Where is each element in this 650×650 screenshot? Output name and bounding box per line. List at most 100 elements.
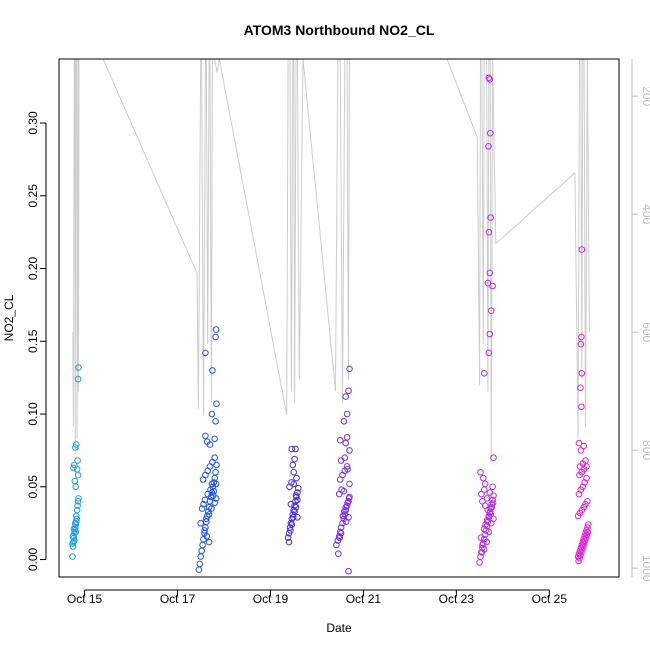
data-point: [291, 508, 298, 515]
data-point: [343, 463, 351, 470]
data-point: [287, 500, 295, 508]
data-point: [293, 474, 300, 482]
data-point: [582, 457, 589, 464]
data-point: [288, 445, 296, 453]
data-point: [340, 487, 348, 495]
data-point: [72, 528, 79, 536]
data-point: [72, 519, 79, 527]
data-point: [477, 553, 484, 560]
data-point: [486, 76, 494, 83]
data-point: [575, 439, 583, 447]
data-point: [290, 480, 298, 488]
data-point: [342, 393, 350, 400]
data-point: [205, 511, 213, 518]
y2-tick-label: 400: [640, 204, 650, 224]
data-point: [583, 531, 591, 539]
data-point: [483, 495, 491, 502]
data-point: [337, 457, 345, 464]
data-point: [488, 500, 496, 508]
data-point: [486, 489, 494, 496]
data-point: [288, 521, 296, 528]
data-point: [198, 505, 206, 512]
data-point: [576, 554, 583, 562]
y2-tick-label: 1000: [640, 555, 650, 582]
data-point: [575, 557, 582, 565]
data-point: [294, 514, 301, 521]
data-point: [209, 367, 216, 374]
data-point: [345, 498, 352, 505]
data-point: [70, 464, 77, 472]
data-point: [203, 533, 211, 540]
data-point: [211, 499, 218, 507]
y2-tick-label: 800: [640, 440, 650, 460]
data-point: [212, 468, 219, 476]
data-point: [69, 553, 76, 560]
data-point: [345, 514, 352, 521]
data-point: [196, 560, 204, 568]
data-point: [485, 74, 493, 82]
data-point: [343, 502, 351, 510]
data-point: [70, 534, 78, 542]
y2-tick-label: 600: [640, 322, 650, 342]
data-point: [74, 471, 82, 479]
data-point: [343, 434, 351, 441]
data-point: [336, 436, 344, 444]
data-point: [581, 537, 589, 544]
data-point: [210, 487, 218, 495]
data-point: [71, 537, 78, 544]
y-tick-label: 0.15: [26, 329, 40, 353]
data-point: [208, 410, 216, 418]
y-axis-title: NO2_CL: [2, 294, 16, 341]
data-point: [72, 441, 80, 448]
data-point: [74, 375, 82, 383]
data-point: [486, 330, 494, 338]
altitude-series-line: [72, 59, 590, 463]
y-tick-label: 0.00: [26, 547, 40, 571]
data-point: [208, 480, 216, 488]
data-point: [490, 454, 497, 462]
data-point: [577, 384, 584, 392]
plot-frame: [58, 58, 620, 578]
data-point: [284, 534, 292, 542]
data-point: [212, 333, 219, 341]
data-point: [346, 480, 353, 488]
data-point: [477, 534, 485, 542]
data-point: [483, 538, 490, 546]
data-point: [337, 530, 345, 537]
x-axis-title: Date: [326, 621, 352, 635]
data-point: [480, 370, 488, 377]
data-point: [487, 214, 495, 221]
data-point: [74, 498, 82, 505]
x-tick-label: Oct 23: [439, 592, 475, 606]
data-point: [335, 550, 342, 558]
data-point: [287, 519, 295, 527]
data-point: [583, 527, 590, 534]
x-tick-label: Oct 15: [67, 592, 103, 606]
data-point: [481, 480, 489, 488]
data-point: [73, 466, 81, 473]
x-tick-label: Oct 25: [532, 592, 568, 606]
data-point: [480, 525, 488, 533]
x-tick-label: Oct 19: [253, 592, 289, 606]
data-point: [211, 435, 218, 443]
data-point: [203, 512, 211, 520]
data-point: [489, 483, 496, 491]
chart-title: ATOM3 Northbound NO2_CL: [244, 22, 435, 38]
y-tick-label: 0.10: [26, 402, 40, 426]
data-point: [292, 492, 300, 499]
data-point: [212, 326, 220, 333]
data-point: [584, 498, 591, 505]
data-point: [203, 438, 211, 446]
y-tick-label: 0.05: [26, 475, 40, 499]
data-point: [200, 500, 207, 508]
data-point: [485, 349, 493, 357]
data-point: [578, 370, 586, 377]
data-point: [343, 410, 351, 418]
data-point: [476, 559, 483, 566]
data-point: [212, 418, 219, 425]
data-point: [73, 515, 80, 523]
data-point: [195, 566, 203, 574]
data-point: [289, 461, 297, 469]
data-point: [489, 282, 496, 290]
